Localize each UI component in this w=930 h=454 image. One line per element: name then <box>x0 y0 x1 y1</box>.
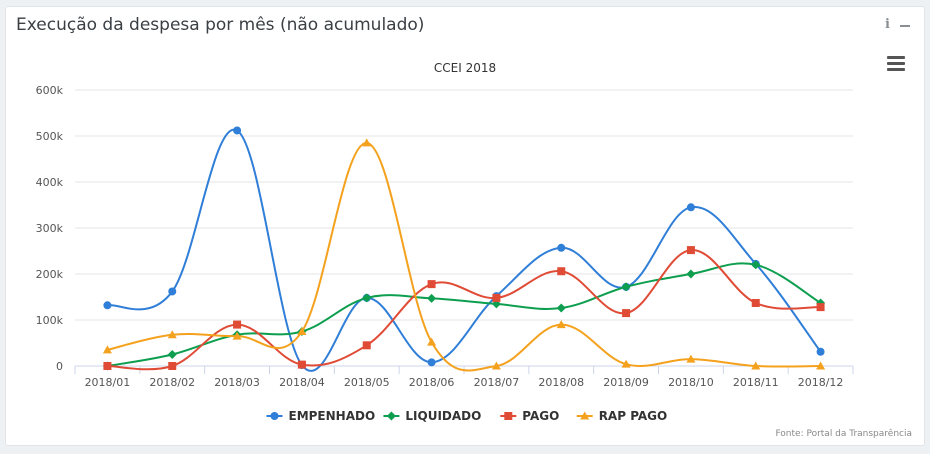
legend-marker-liquidado <box>386 411 396 421</box>
legend-label: LIQUIDADO <box>405 409 481 423</box>
legend-marker-empenhado <box>270 412 279 420</box>
info-icon[interactable]: i <box>885 17 890 32</box>
legend-item-liquidado[interactable]: LIQUIDADO <box>383 409 481 423</box>
legend-item-pago[interactable]: PAGO <box>500 409 559 423</box>
legend-item-rap-pago[interactable]: RAP PAGO <box>576 409 668 423</box>
source-note: Fonte: Portal da Transparência <box>775 429 912 439</box>
legend-label: PAGO <box>522 409 559 423</box>
legend-item-empenhado[interactable]: EMPENHADO <box>266 409 376 423</box>
panel-title: Execução da despesa por mês (não acumula… <box>16 15 425 35</box>
minus-icon[interactable] <box>900 24 910 27</box>
legend-marker-rap-pago <box>580 411 590 420</box>
legend: EMPENHADO LIQUIDADO PAGO RAP PAGO <box>266 409 668 423</box>
legend-label: EMPENHADO <box>289 409 376 423</box>
panel-tools: i <box>885 17 910 32</box>
chart-panel: Execução da despesa por mês (não acumula… <box>5 6 925 446</box>
legend-label: RAP PAGO <box>599 409 668 423</box>
legend-marker-pago <box>504 412 513 420</box>
hamburger-menu-icon[interactable] <box>887 56 905 72</box>
